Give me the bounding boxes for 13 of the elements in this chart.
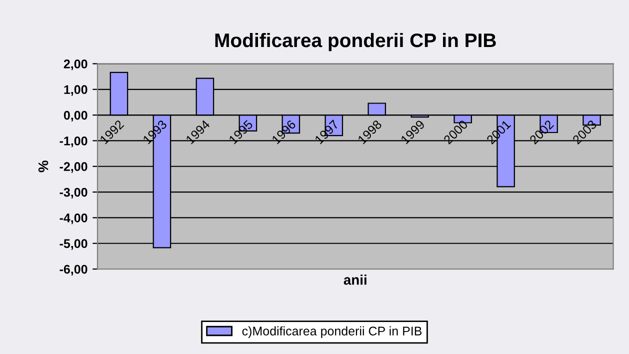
x-axis-title: anii (344, 274, 366, 285)
y-tick-label: -6,00 (60, 264, 88, 276)
y-tick-label: 1,00 (64, 85, 88, 96)
y-axis-title: % (38, 160, 48, 172)
y-tick-label: -5,00 (60, 239, 88, 250)
legend-label: c)Modificarea ponderii CP in PIB (242, 326, 422, 338)
y-tick-label: -3,00 (60, 188, 88, 199)
y-tick-label: 2,00 (64, 60, 88, 70)
chart-title: Modificarea ponderii CP in PIB (215, 32, 496, 52)
y-tick-label: -1,00 (60, 136, 88, 148)
y-tick-label: 0,00 (64, 110, 88, 122)
y-tick-label: -4,00 (60, 214, 88, 224)
y-tick-label: -2,00 (60, 162, 88, 173)
